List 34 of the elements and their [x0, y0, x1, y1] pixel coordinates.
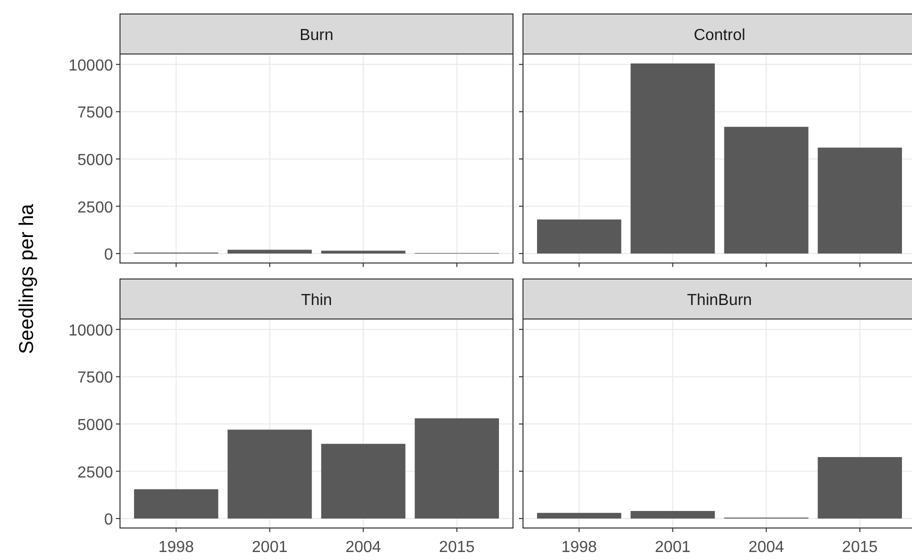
chart-title: Burn — [300, 27, 334, 44]
y-tick-label: 10000 — [68, 57, 114, 74]
bar — [228, 430, 312, 519]
bar — [134, 489, 218, 519]
bar — [630, 510, 715, 519]
y-tick-label: 7500 — [77, 104, 114, 122]
bar — [630, 63, 715, 254]
bar — [818, 457, 902, 519]
y-tick-label: 10000 — [68, 322, 114, 340]
y-tick-label: 5000 — [77, 152, 114, 169]
x-tick-label: 2004 — [345, 539, 382, 556]
chart-title: Control — [694, 27, 746, 44]
y-tick-label: 5000 — [77, 416, 114, 434]
x-tick-label: 1998 — [561, 539, 598, 556]
bar — [414, 418, 499, 519]
y-axis-title: Seedlings per ha — [16, 203, 38, 354]
x-tick-label: 2004 — [748, 539, 784, 556]
y-tick-label: 2500 — [77, 199, 114, 216]
y-tick-label: 0 — [104, 512, 114, 529]
y-tick-label: 2500 — [77, 464, 114, 482]
y-tick-label: 7500 — [77, 370, 114, 387]
x-tick-label: 2015 — [439, 539, 475, 556]
x-tick-label: 2001 — [252, 539, 288, 556]
bar — [537, 512, 622, 519]
x-tick-label: 2015 — [842, 539, 878, 556]
bar — [537, 220, 622, 254]
bar — [724, 126, 808, 254]
x-tick-label: 2001 — [654, 539, 691, 556]
chart-title: Thin — [300, 292, 332, 309]
y-tick-label: 0 — [104, 246, 114, 264]
x-tick-label: 1998 — [158, 539, 194, 556]
bar — [321, 444, 406, 519]
bar — [818, 148, 902, 254]
chart-title: ThinBurn — [687, 292, 752, 309]
